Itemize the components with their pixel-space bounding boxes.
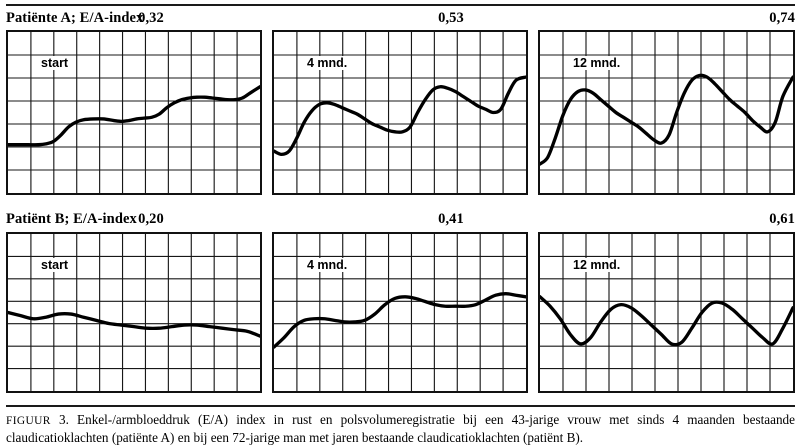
- pulse-trace: [540, 73, 793, 166]
- caption-text: Enkel-/armbloeddruk (E/A) index in rust …: [6, 412, 796, 445]
- row-b-label: Patiënt B; E/A-index: [6, 211, 137, 227]
- figure-caption: FIGUUR 3. Enkel-/armbloeddruk (E/A) inde…: [6, 412, 795, 446]
- panel-a-4mnd: 4 mnd.: [272, 30, 528, 195]
- panel-b-start: start: [6, 232, 262, 393]
- row-a-header: Patiënte A; E/A-index 0,32 0,53 0,74: [6, 10, 795, 30]
- row-a-value-1: 0,32: [138, 10, 164, 26]
- row-a-label: Patiënte A; E/A-index: [6, 10, 144, 26]
- panel-tag-4mnd: 4 mnd.: [304, 258, 351, 272]
- row-b-value-1: 0,20: [138, 211, 164, 227]
- pulse-trace: [8, 85, 260, 147]
- row-b-panels: start 4 mnd. 12 mnd.: [6, 232, 795, 393]
- grid-lines: [8, 234, 260, 391]
- pulse-trace: [274, 292, 526, 349]
- grid-lines: [8, 32, 260, 193]
- row-a-panels: start 4 mnd. 12 mnd.: [6, 30, 795, 195]
- panel-tag-start: start: [38, 56, 72, 70]
- waveform-b-12mnd: [540, 234, 793, 391]
- waveform-a-4mnd: [274, 32, 526, 193]
- grid-lines: [274, 32, 526, 193]
- pulse-trace: [8, 310, 260, 338]
- caption-number: 3.: [58, 412, 69, 427]
- panel-b-12mnd: 12 mnd.: [538, 232, 795, 393]
- row-b-value-2: 0,41: [438, 211, 464, 227]
- caption-rule: [6, 405, 795, 407]
- top-rule: [6, 4, 795, 6]
- pulse-trace: [274, 75, 526, 157]
- panel-tag-4mnd: 4 mnd.: [304, 56, 351, 70]
- row-b-value-3: 0,61: [769, 211, 795, 227]
- waveform-a-start: [8, 32, 260, 193]
- panel-tag-12mnd: 12 mnd.: [570, 56, 624, 70]
- panel-tag-start: start: [38, 258, 72, 272]
- waveform-b-start: [8, 234, 260, 391]
- pulse-trace: [540, 295, 793, 347]
- panel-b-4mnd: 4 mnd.: [272, 232, 528, 393]
- caption-prefix: FIGUUR: [6, 415, 51, 427]
- row-a-value-3: 0,74: [769, 10, 795, 26]
- panel-a-start: start: [6, 30, 262, 195]
- row-b-header: Patiënt B; E/A-index 0,20 0,41 0,61: [6, 211, 795, 231]
- panel-tag-12mnd: 12 mnd.: [570, 258, 624, 272]
- row-a-value-2: 0,53: [438, 10, 464, 26]
- panel-a-12mnd: 12 mnd.: [538, 30, 795, 195]
